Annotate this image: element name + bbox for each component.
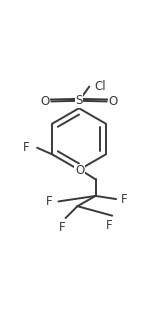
Text: O: O	[40, 95, 50, 108]
Text: Cl: Cl	[94, 80, 106, 93]
Text: F: F	[121, 192, 128, 206]
Text: F: F	[106, 219, 112, 232]
Text: O: O	[75, 164, 84, 178]
Text: F: F	[23, 141, 29, 154]
Text: F: F	[59, 221, 66, 234]
Text: O: O	[108, 95, 118, 108]
Text: S: S	[75, 94, 83, 107]
Text: F: F	[46, 195, 52, 208]
